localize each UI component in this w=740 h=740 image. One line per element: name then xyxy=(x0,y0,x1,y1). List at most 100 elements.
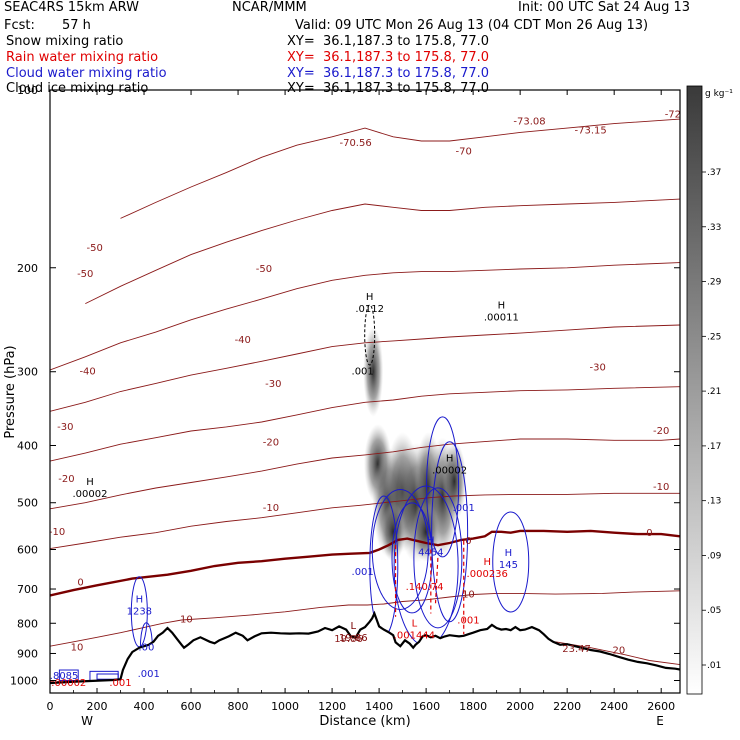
extremum-marker: H xyxy=(483,557,491,568)
snow-shading xyxy=(363,326,467,563)
contour-label: -20 xyxy=(58,474,74,485)
x-tick-label: 2000 xyxy=(506,700,534,713)
field-label-cloud-water: Cloud water mixing ratio xyxy=(6,66,167,81)
extremum-marker: H xyxy=(505,548,513,559)
temperature-contours xyxy=(50,118,680,666)
temperature-contour xyxy=(50,386,680,462)
contour-label: -20 xyxy=(653,426,669,437)
contour-label: .00002 xyxy=(51,678,86,689)
colorbar xyxy=(686,85,703,695)
colorbar-tick-label: .25 xyxy=(707,332,721,342)
field-label-rain: Rain water mixing ratio xyxy=(6,50,159,65)
x-tick-label: 2200 xyxy=(553,700,581,713)
extremum-marker: H xyxy=(446,454,454,465)
contour-label: -30 xyxy=(265,379,281,390)
extremum-value: 1238 xyxy=(127,606,152,617)
extremum-marker: H xyxy=(498,301,506,312)
contour-label: 23.47 xyxy=(562,644,591,655)
y-tick-label: 900 xyxy=(17,647,38,660)
contour-label: 19.86 xyxy=(334,634,363,645)
east-label: E xyxy=(656,714,664,728)
contour-labels: -50 -50 -40 -30 -20 -10 0 10 10 -50 -40 -30 -20 -10 0 0… xyxy=(50,109,691,689)
temperature-contour xyxy=(50,529,680,597)
temperature-contour xyxy=(50,262,680,371)
x-tick-label: 1800 xyxy=(459,700,487,713)
contour-label: 0 xyxy=(465,536,471,547)
contour-label: -10 xyxy=(653,482,669,493)
contour-label: .001 xyxy=(138,669,160,680)
forecast-label: Fcst: xyxy=(4,18,35,33)
extremum-marker: H xyxy=(86,477,94,488)
extremum-marker: H xyxy=(427,535,435,546)
xy-line-cloud-ice: XY= 36.1,187.3 to 175.8, 77.0 xyxy=(287,81,490,96)
contour-label: -40 xyxy=(79,367,95,378)
west-label: W xyxy=(81,714,93,728)
contour-label: -40 xyxy=(235,335,251,346)
snow-shading-blob xyxy=(363,326,384,417)
y-tick-label: 600 xyxy=(17,543,38,556)
forecast-hours: 57 h xyxy=(62,18,91,33)
y-tick-label: 300 xyxy=(17,366,38,379)
extremum-value: .00002 xyxy=(72,489,107,500)
colorbar-tick-label: .05 xyxy=(707,606,721,616)
extremum-marker: H xyxy=(136,594,144,605)
x-tick-label: 1000 xyxy=(271,700,299,713)
organization-label: NCAR/MMM xyxy=(232,0,307,15)
y-tick-label: 1000 xyxy=(10,674,38,687)
extremum-marker: H xyxy=(366,292,374,303)
cloud-water-contour xyxy=(426,416,460,558)
y-tick-label: 200 xyxy=(17,262,38,275)
colorbar-unit: g kg⁻¹ xyxy=(705,89,733,99)
contour-label: -50 xyxy=(86,243,102,254)
contour-label: -20 xyxy=(263,437,279,448)
x-tick-label: 1200 xyxy=(318,700,346,713)
temperature-contour xyxy=(50,324,680,412)
y-tick-label: 800 xyxy=(17,617,38,630)
contour-label: -73.08 xyxy=(513,116,545,127)
contour-label: .001 xyxy=(352,567,374,578)
y-axis-title: Pressure (hPa) xyxy=(3,345,18,438)
init-time: Init: 00 UTC Sat 24 Aug 13 xyxy=(518,0,691,15)
contour-label: -70 xyxy=(456,146,472,157)
xy-line-cloud-water: XY= 36.1,187.3 to 175.8, 77.0 xyxy=(287,66,490,81)
contour-label: .74 xyxy=(428,582,444,593)
y-tick-label: 100 xyxy=(17,84,38,97)
cloud-water-contour xyxy=(431,441,469,623)
contour-label: -72.6 xyxy=(665,109,691,120)
y-tick-label: 400 xyxy=(17,440,38,453)
colorbar-tick-label: .01 xyxy=(707,661,721,671)
snow-shading-blob xyxy=(412,501,441,562)
contour-label: .001 xyxy=(457,616,479,627)
plot-frame xyxy=(49,89,681,694)
colorbar-tick-label: .09 xyxy=(707,551,722,561)
extremum-value: 145 xyxy=(499,560,518,571)
x-tick-label: 800 xyxy=(228,700,249,713)
x-tick-label: 0 xyxy=(47,700,54,713)
contour-label: .001 xyxy=(352,367,374,378)
terrain-line xyxy=(50,610,680,685)
extremum-value: .001444 xyxy=(394,631,435,642)
temperature-contour xyxy=(555,641,680,666)
x-axis: 0 200 400 600 800 1000 1200 1400 1600 1800 2000 220… xyxy=(47,90,675,713)
contour-label: -50 xyxy=(77,269,93,280)
plot-area: -50 -50 -40 -30 -20 -10 0 10 10 -50 -40 -30 -20 -10 0 0… xyxy=(50,109,691,693)
extremum-value: .000236 xyxy=(467,569,508,580)
extremum-value: .0112 xyxy=(355,304,384,315)
y-tick-label: 700 xyxy=(17,583,38,596)
contour-label: -73.15 xyxy=(575,125,607,136)
colorbar-tick-label: .13 xyxy=(707,497,721,507)
x-tick-label: 200 xyxy=(87,700,108,713)
contour-label: .001 xyxy=(453,503,475,514)
xy-line-snow: XY= 36.1,187.3 to 175.8, 77.0 xyxy=(287,34,490,49)
x-tick-label: 600 xyxy=(181,700,202,713)
colorbar-tick-label: .17 xyxy=(707,442,721,452)
temperature-contour xyxy=(50,492,680,550)
snow-shading-blob xyxy=(442,441,467,522)
field-label-cloud-ice: Cloud ice mixing ratio xyxy=(6,81,149,96)
contour-label: 10 xyxy=(71,643,84,654)
extremum-value: .00002 xyxy=(432,466,467,477)
colorbar-tick-label: .37 xyxy=(707,168,721,178)
colorbar-tick-label: .21 xyxy=(707,387,721,397)
